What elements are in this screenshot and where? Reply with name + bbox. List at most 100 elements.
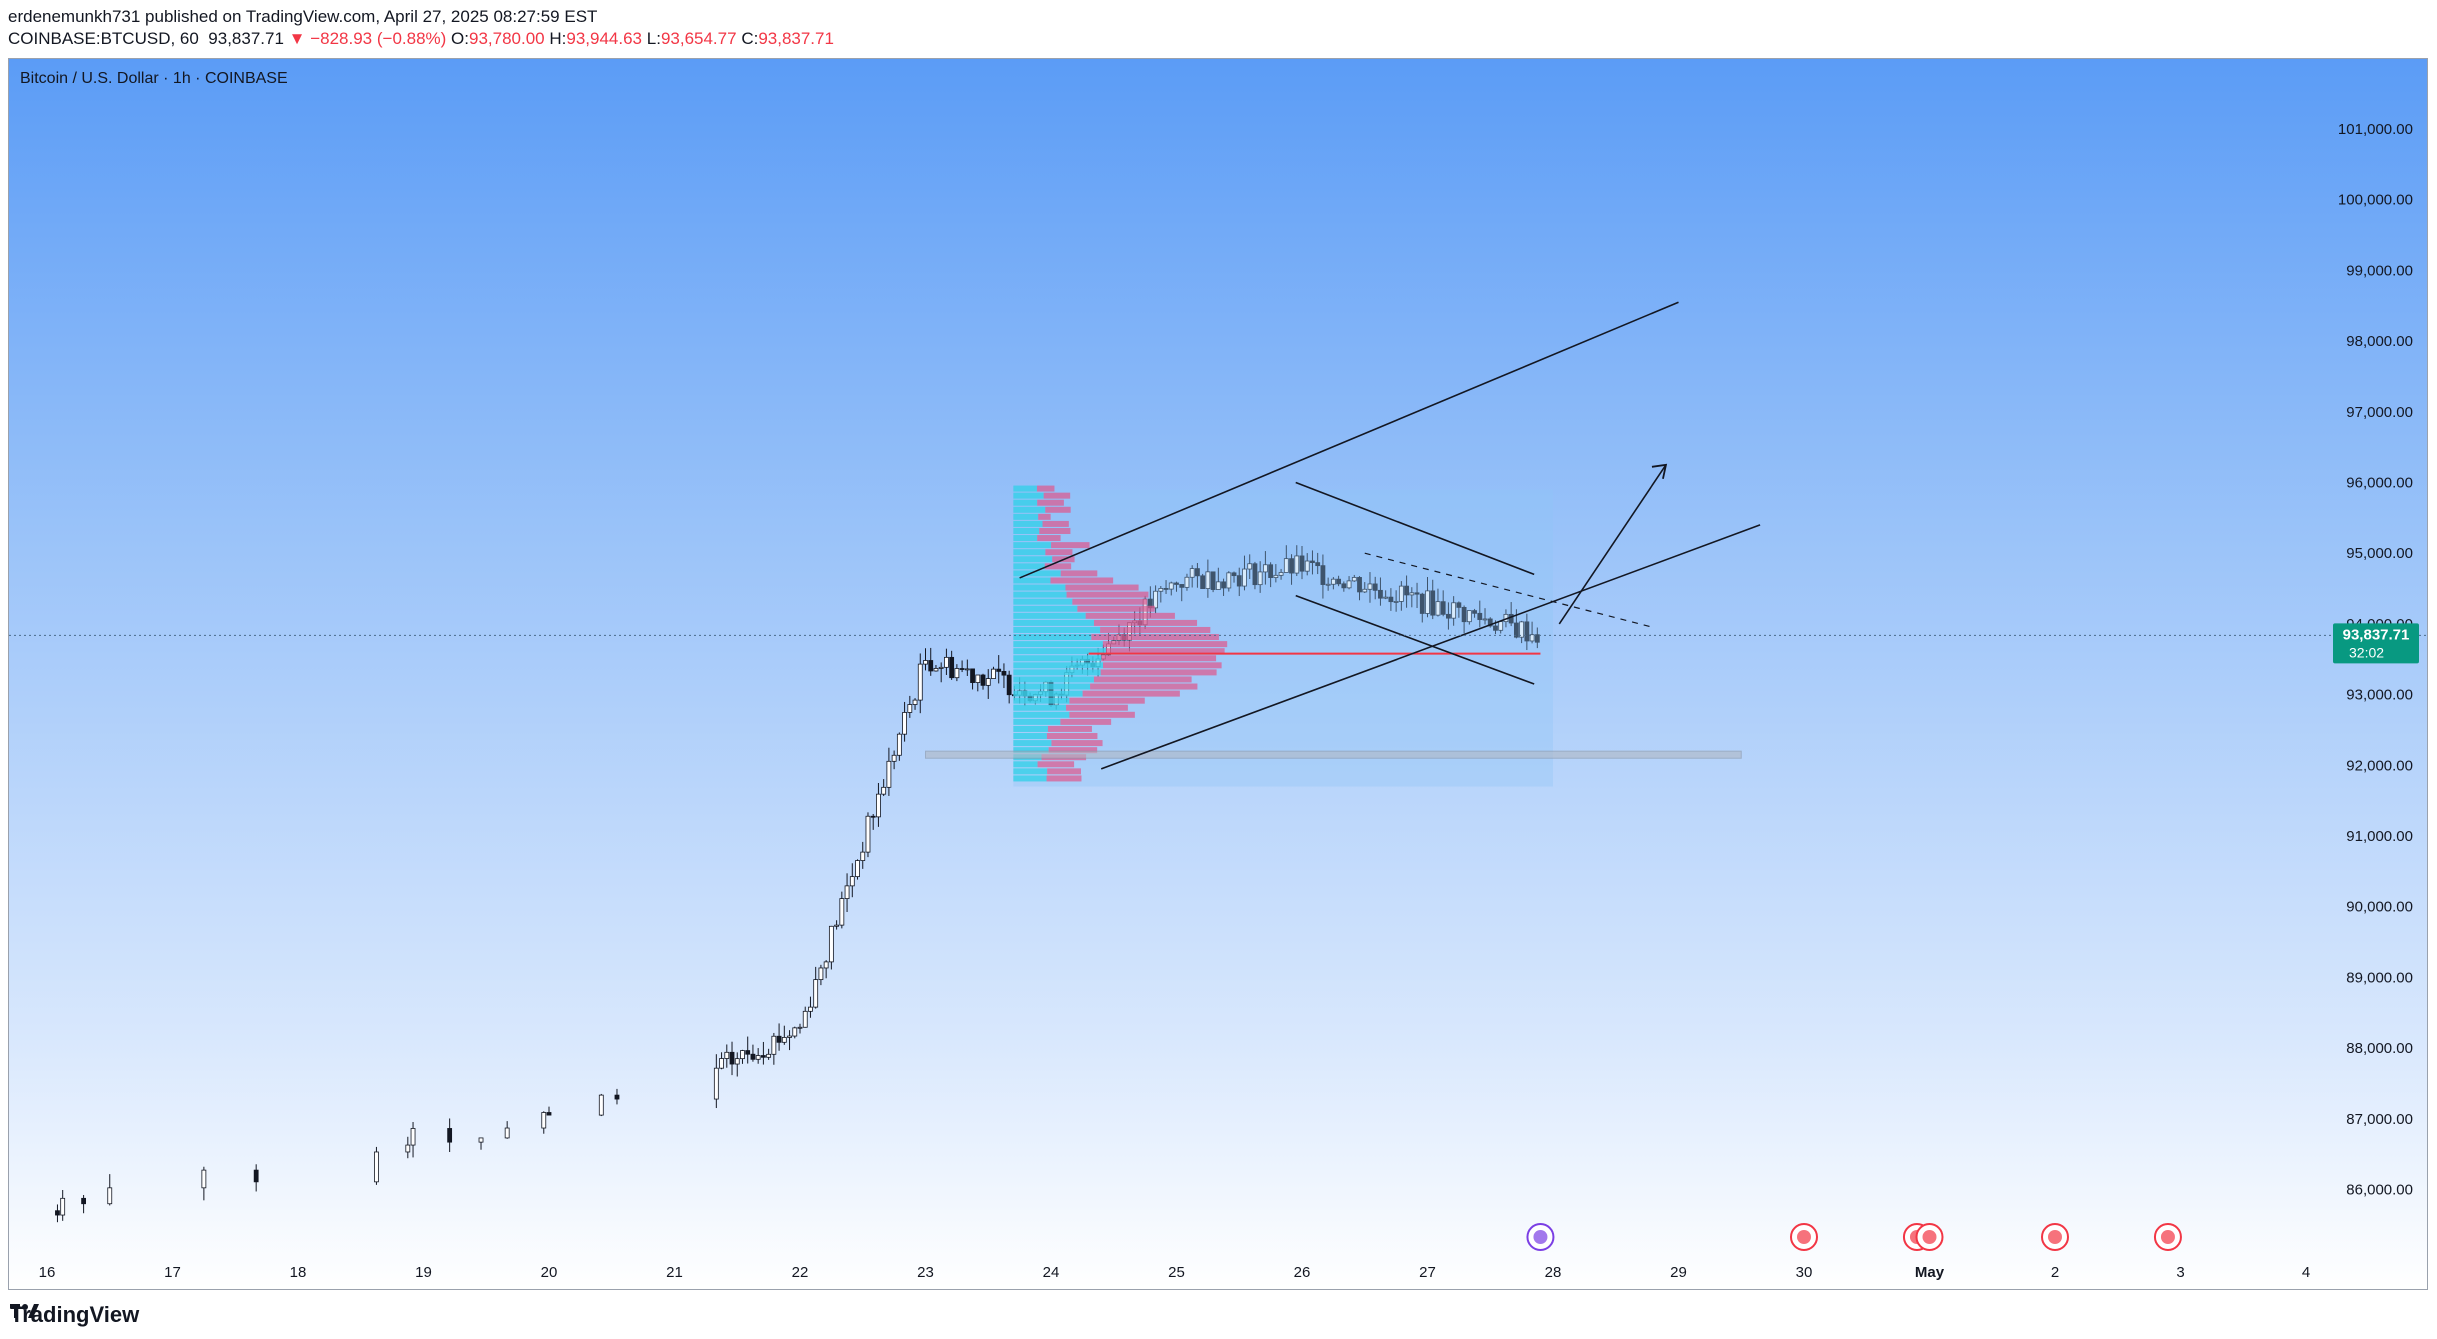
volume-profile-bar-down (1085, 612, 1175, 619)
candle-body (1472, 610, 1477, 614)
close-value: 93,837.71 (758, 29, 834, 48)
candle-body (1310, 560, 1315, 564)
x-tick-label: 28 (1545, 1264, 1562, 1281)
candle-body (1221, 581, 1226, 589)
x-tick-label: 23 (917, 1264, 934, 1281)
last-price: 93,837.71 (208, 29, 284, 48)
candle-body (740, 1050, 745, 1060)
flag-mid-line[interactable] (1364, 552, 1654, 629)
y-tick-label: 96,000.00 (2346, 475, 2413, 492)
candle-body (844, 885, 850, 899)
candle-body (933, 668, 939, 672)
candle-body (902, 712, 907, 735)
candle-body (1153, 590, 1158, 609)
candle-body (1289, 558, 1294, 574)
support-zone[interactable] (925, 750, 1742, 759)
volume-profile-bar-up (1013, 641, 1103, 648)
volume-profile-bar-up (1013, 485, 1037, 492)
volume-profile-bar-up (1013, 577, 1051, 584)
candle-body (1477, 612, 1483, 620)
candle-body (745, 1050, 751, 1055)
flag-top-line[interactable] (1295, 481, 1535, 576)
volume-profile-bar-down (1105, 648, 1225, 655)
volume-profile-bar-up (1013, 683, 1091, 690)
candle-body (405, 1144, 411, 1153)
volume-profile-bar-up (1013, 775, 1047, 782)
volume-profile-bar-up (1013, 662, 1103, 669)
candle-body (928, 660, 934, 672)
volume-profile-bar-down (1093, 676, 1192, 683)
candle-body (1383, 596, 1389, 599)
candle-body (447, 1128, 453, 1143)
candle-body (1168, 582, 1174, 590)
candle-body (970, 668, 975, 683)
publisher-line: erdenemunkh731 published on TradingView.… (8, 7, 598, 26)
candle-body (750, 1053, 756, 1060)
candle-body (949, 656, 955, 679)
candle-body (985, 678, 991, 686)
candle-body (1524, 621, 1530, 642)
volume-profile-bar-up (1013, 690, 1083, 697)
x-tick-label: May (1915, 1264, 1945, 1281)
candle-body (1493, 625, 1498, 631)
upper-channel-line[interactable] (1019, 301, 1679, 579)
x-tick-label: 29 (1670, 1264, 1687, 1281)
price-tag-value: 93,837.71 (2343, 626, 2410, 643)
candle-body (991, 668, 996, 679)
volume-profile-bar-down (1069, 711, 1135, 718)
change-value: ▼ −828.93 (−0.88%) (288, 29, 447, 48)
candle-body (865, 815, 871, 853)
volume-profile-bar-up (1013, 563, 1045, 570)
target-arrow-line[interactable] (1558, 464, 1667, 625)
volume-profile-bar-down (1077, 605, 1155, 612)
tradingview-logo[interactable]: TradingView (10, 1302, 139, 1328)
chart-pane[interactable]: 101,000.00 100,000.00 99,000.00 98,000.00 97… (8, 58, 2428, 1290)
candle-body (614, 1094, 620, 1100)
candle-body (1195, 568, 1200, 577)
candle-body (959, 668, 965, 670)
lower-channel-line[interactable] (1100, 524, 1761, 770)
candle-body (1205, 571, 1211, 589)
volume-profile-bar-up (1013, 513, 1039, 520)
volume-profile-bar-down (1101, 655, 1217, 662)
volume-profile-bar-up (1013, 747, 1049, 754)
volume-profile-bar-up (1013, 598, 1073, 605)
candle-body (1425, 590, 1430, 614)
volume-profile-bar-up (1013, 733, 1047, 740)
volume-profile-bar-down (1093, 619, 1198, 626)
candle-body (1189, 568, 1195, 578)
open-value: 93,780.00 (469, 29, 545, 48)
candle-body (201, 1169, 207, 1189)
flag-bottom-line[interactable] (1295, 594, 1535, 685)
candle-body (1179, 584, 1185, 588)
candle-body (724, 1051, 730, 1059)
price-chart[interactable]: 101,000.00 100,000.00 99,000.00 98,000.00 97… (9, 59, 2428, 1290)
volume-profile-bar-down (1102, 662, 1222, 669)
candle-body (886, 760, 892, 788)
candle-body (1398, 585, 1404, 602)
volume-profile-bar-down (1091, 634, 1219, 641)
candle-body (1534, 634, 1540, 643)
candle-body (907, 704, 913, 713)
candle-body (1451, 602, 1457, 619)
volume-profile-bar-up (1013, 740, 1052, 747)
y-tick-label: 100,000.00 (2338, 192, 2413, 209)
candle-body (1215, 581, 1221, 590)
candle-body (876, 793, 881, 818)
candle-body (1001, 671, 1007, 676)
volume-profile-bar-up (1013, 676, 1094, 683)
volume-profile-bar-up (1013, 535, 1038, 542)
candle-body (755, 1055, 761, 1060)
candle-body (1330, 578, 1336, 585)
volume-profile-bar-up (1013, 718, 1061, 725)
close-label: C: (741, 29, 759, 48)
candle-body (1341, 583, 1347, 589)
volume-profile-bar-down (1066, 704, 1128, 711)
candle-body (1273, 574, 1279, 578)
chart-title: Bitcoin / U.S. Dollar · 1h · COINBASE (20, 70, 288, 87)
candle-body (1446, 613, 1451, 619)
candle-body (1466, 610, 1472, 623)
candle-body (1346, 580, 1352, 589)
volume-profile-bar-down (1039, 527, 1071, 534)
candle-body (855, 860, 860, 878)
